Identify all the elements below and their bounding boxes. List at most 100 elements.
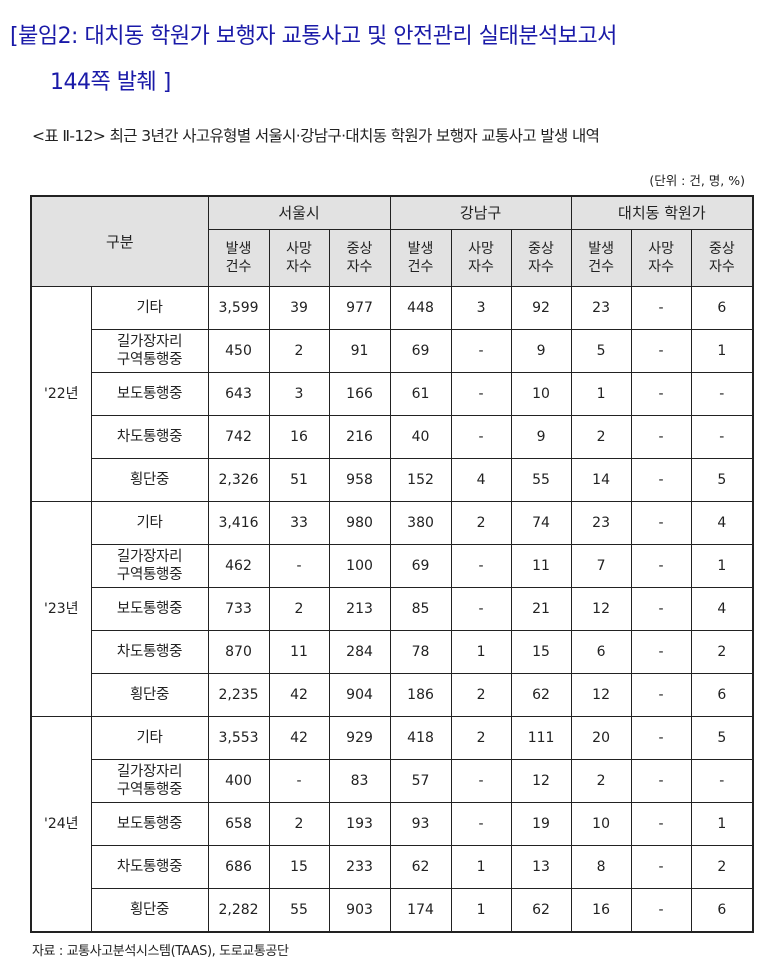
value-cell: -: [630, 587, 692, 631]
accident-type-text: 길가장자리: [116, 334, 183, 350]
value-cell: -: [690, 415, 754, 459]
value-cell: -: [630, 630, 692, 674]
value-cell: 61: [389, 372, 452, 416]
value-cell: 166: [328, 372, 391, 416]
value-cell: 74: [510, 501, 572, 545]
value-cell: 977: [328, 286, 391, 330]
value-cell: 186: [389, 673, 452, 717]
value-cell: -: [690, 759, 754, 803]
value-cell: 3: [268, 372, 330, 416]
accident-type-cell: 보도통행중: [90, 372, 209, 416]
value-cell: 1: [690, 802, 754, 846]
accident-type-cell: 횡단중: [90, 888, 209, 933]
value-cell: 9: [510, 329, 572, 373]
year-cell: '22년: [30, 286, 92, 502]
value-cell: 929: [328, 716, 391, 760]
value-cell: 111: [510, 716, 572, 760]
value-cell: 4: [690, 501, 754, 545]
value-cell: 11: [510, 544, 572, 588]
value-cell: 2: [268, 802, 330, 846]
value-cell: -: [630, 759, 692, 803]
attachment-note: [붙임2: 대치동 학원가 보행자 교통사고 및 안전관리 실태분석보고서 14…: [10, 14, 775, 106]
value-cell: 7: [570, 544, 632, 588]
value-cell: 1: [450, 630, 512, 674]
accident-type-text: 보도통행중: [116, 386, 183, 402]
value-cell: -: [630, 501, 692, 545]
table-row: '24년 기타 3,553 42 929 418 2 111 20-5: [30, 716, 754, 933]
subheader-text: 자수: [528, 259, 554, 275]
value-cell: 3,599: [207, 286, 270, 330]
value-cell: 2: [690, 845, 754, 889]
value-cell: 42: [268, 716, 330, 760]
table-row: 보도통행중 733 2 213 85-21 12-4: [31, 587, 754, 631]
accident-type-text: 횡단중: [129, 902, 170, 918]
value-cell: -: [450, 587, 512, 631]
subheader: 발생 건수: [570, 229, 632, 287]
accident-type-cell: 길가장자리 구역통행중: [90, 329, 209, 373]
note-line-2: 144쪽 발췌 ]: [50, 70, 171, 95]
value-cell: 16: [570, 888, 632, 933]
value-cell: 23: [570, 286, 632, 330]
accident-type-cell: 보도통행중: [90, 587, 209, 631]
value-cell: 12: [570, 587, 632, 631]
accident-type-text: 차도통행중: [116, 644, 183, 660]
value-cell: 15: [510, 630, 572, 674]
accident-type-text: 보도통행중: [116, 816, 183, 832]
value-cell: 4: [450, 458, 512, 502]
value-cell: 2,282: [207, 888, 270, 933]
year-cell: '23년: [30, 501, 92, 717]
value-cell: 14: [570, 458, 632, 502]
subheader-text: 발생: [407, 241, 434, 257]
value-cell: 450: [207, 329, 270, 373]
value-cell: 686: [207, 845, 270, 889]
value-cell: 6: [690, 286, 754, 330]
accident-type-text: 횡단중: [129, 472, 170, 488]
subheader: 발생 건수: [207, 229, 270, 287]
value-cell: 2: [570, 415, 632, 459]
table-row: '22년 기타 3,599 39 977 448 3 92 23-6: [30, 286, 754, 502]
accident-type-text: 길가장자리: [116, 764, 183, 780]
accident-type-text: 차도통행중: [116, 859, 183, 875]
value-cell: 9: [510, 415, 572, 459]
value-cell: 2: [268, 587, 330, 631]
value-cell: -: [630, 286, 692, 330]
accident-type-cell: 기타: [90, 716, 209, 760]
value-cell: 55: [268, 888, 330, 933]
accident-type-text: 횡단중: [129, 687, 170, 703]
table-row: 차도통행중 742 16 216 40-9 2- -: [31, 415, 754, 459]
value-cell: 39: [268, 286, 330, 330]
value-cell: -: [450, 759, 512, 803]
value-cell: 400: [207, 759, 270, 803]
accident-type-text: 기타: [136, 300, 163, 316]
accident-type-text: 구역통행중: [116, 782, 183, 798]
note-line-1: [붙임2: 대치동 학원가 보행자 교통사고 및 안전관리 실태분석보고서: [10, 24, 617, 49]
value-cell: -: [630, 888, 692, 933]
value-cell: 13: [510, 845, 572, 889]
source-note: 자료 : 교통사고분석시스템(TAAS), 도로교통공단: [32, 944, 289, 959]
value-cell: 83: [328, 759, 391, 803]
value-cell: 742: [207, 415, 270, 459]
value-cell: 51: [268, 458, 330, 502]
value-cell: 1: [690, 329, 754, 373]
header-group-seoul: 서울시: [207, 195, 391, 230]
value-cell: 5: [570, 329, 632, 373]
header-group-daechi: 대치동 학원가: [570, 195, 754, 230]
value-cell: -: [268, 544, 330, 588]
table-row: 횡단중 2,326 51 958 152 4 55 14-5: [31, 458, 754, 502]
value-cell: 55: [510, 458, 572, 502]
header-group-gangnam: 강남구: [389, 195, 572, 230]
accident-table: 구분 서울시 강남구 대치동 학원가 발생 건수 사망 자수 중상 자수 발생 건수 사망 자수 중…: [30, 195, 755, 933]
value-cell: -: [630, 802, 692, 846]
value-cell: 193: [328, 802, 391, 846]
value-cell: -: [630, 415, 692, 459]
value-cell: 69: [389, 329, 452, 373]
value-cell: -: [630, 544, 692, 588]
subheader: 사망 자수: [268, 229, 330, 287]
value-cell: -: [630, 673, 692, 717]
value-cell: 216: [328, 415, 391, 459]
value-cell: 62: [389, 845, 452, 889]
year-cell: '24년: [30, 716, 92, 933]
subheader-text: 자수: [648, 259, 674, 275]
value-cell: 643: [207, 372, 270, 416]
accident-type-cell: 횡단중: [90, 673, 209, 717]
